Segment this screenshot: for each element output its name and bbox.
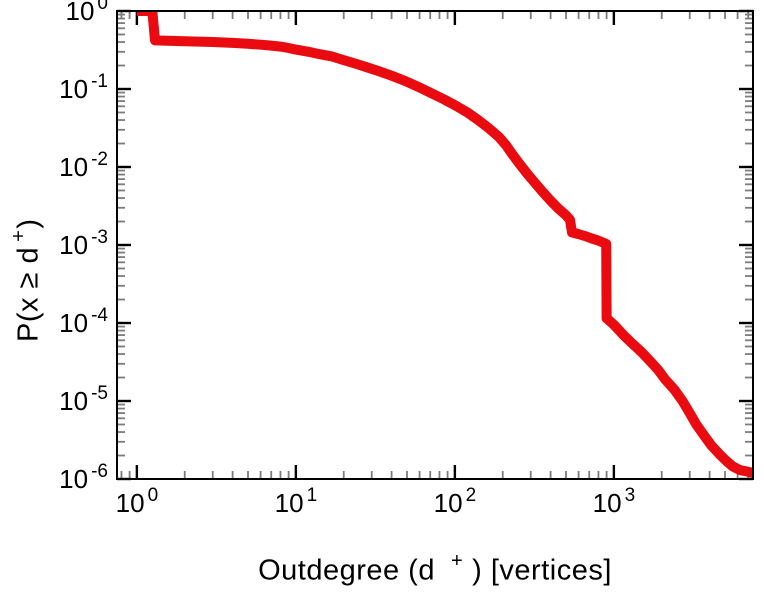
x-axis-title-sup: + [450, 550, 464, 572]
y-axis-title-sup: + [8, 229, 30, 242]
y-axis-title-pre: P(x ≥ d [12, 246, 45, 342]
y-tick-label: 10 0 [66, 0, 109, 26]
minor-ticks [117, 11, 753, 479]
plot-border [116, 10, 754, 480]
y-axis-title-post: ) [12, 218, 45, 229]
x-axis-title-post: ) [vertices] [472, 554, 612, 587]
x-tick-labels: 10 0 10 1 10 2 10 3 [116, 485, 636, 518]
y-tick-label: 10 -4 [59, 305, 108, 338]
ccdf-curve [136, 11, 753, 478]
x-tick-label: 10 0 [116, 485, 159, 518]
major-ticks [117, 9, 753, 481]
x-axis-title-pre: Outdegree (d [258, 554, 435, 587]
x-tick-label: 10 2 [434, 485, 477, 518]
x-axis-title: Outdegree (d + ) [vertices] [117, 550, 753, 588]
y-tick-label: 10 -5 [59, 383, 108, 416]
y-tick-label: 10 -2 [59, 149, 108, 182]
y-tick-label: 10 -1 [59, 71, 108, 104]
y-axis-title: P(x ≥ d +) [8, 218, 46, 342]
y-tick-label: 10 -6 [59, 461, 108, 494]
x-tick-label: 10 3 [593, 485, 636, 518]
x-tick-label: 10 1 [275, 485, 318, 518]
y-tick-label: 10 -3 [59, 227, 108, 260]
